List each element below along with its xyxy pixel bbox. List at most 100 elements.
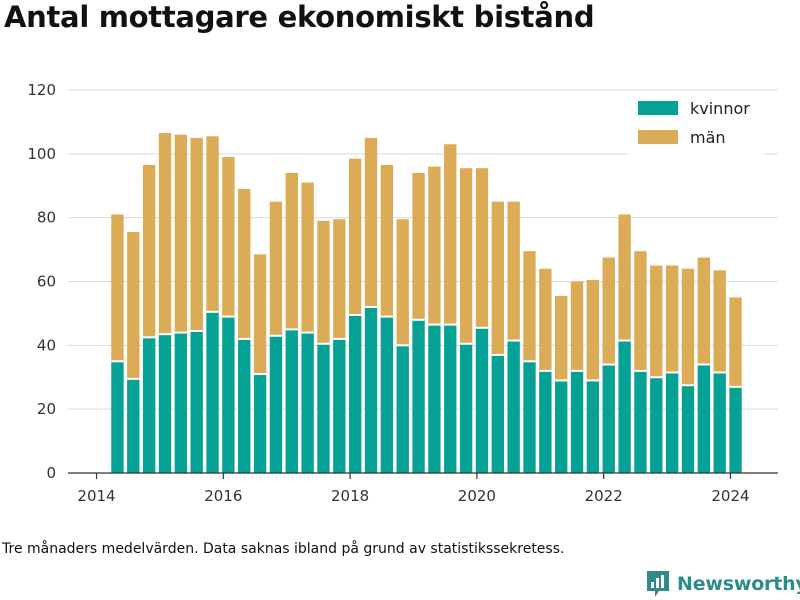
bar-kvinnor: [459, 343, 473, 473]
bar-kvinnor: [586, 380, 600, 473]
bar-kvinnor: [634, 370, 647, 473]
bar-kvinnor: [618, 340, 631, 473]
x-tick-label: 2018: [331, 487, 369, 505]
bar-man: [158, 133, 172, 335]
bar-man: [364, 137, 378, 308]
y-tick-label: 100: [27, 145, 56, 163]
y-tick-label: 40: [37, 336, 56, 354]
x-tick-label: 2024: [711, 487, 749, 505]
bar-man: [444, 144, 457, 325]
bar-man: [713, 270, 726, 373]
bar-kvinnor: [142, 337, 156, 473]
bar-kvinnor: [713, 372, 726, 473]
bar-kvinnor: [555, 380, 568, 473]
bar-man: [665, 265, 679, 373]
bar-kvinnor: [396, 345, 409, 473]
axes: 0 20 40 60 80 100 120 2014 2016 2018 2020 2022 2024: [27, 81, 778, 505]
bar-kvinnor: [158, 334, 172, 473]
brand-logo[interactable]: Newsworthy: [645, 568, 800, 600]
bar-man: [396, 219, 409, 346]
bar-man: [127, 232, 140, 379]
bar-kvinnor: [507, 340, 520, 473]
bar-man: [380, 165, 394, 317]
bars: [111, 133, 742, 473]
bar-man: [333, 219, 346, 339]
bar-kvinnor: [428, 324, 441, 473]
bar-man: [570, 281, 584, 371]
bar-kvinnor: [206, 311, 219, 473]
bar-kvinnor: [475, 327, 489, 473]
bar-man: [238, 188, 251, 339]
bar-kvinnor: [539, 370, 552, 473]
bar-man: [634, 251, 647, 371]
bar-kvinnor: [380, 316, 394, 473]
bar-kvinnor: [697, 364, 711, 473]
bar-kvinnor: [523, 361, 536, 473]
bar-kvinnor: [348, 315, 362, 473]
bar-man: [618, 214, 631, 341]
bar-kvinnor: [444, 324, 457, 473]
bar-man: [555, 295, 568, 381]
bar-kvinnor: [269, 335, 283, 473]
bar-man: [697, 257, 711, 365]
bar-kvinnor: [665, 372, 679, 473]
legend-label-man: män: [690, 128, 726, 147]
bar-man: [586, 279, 600, 381]
bar-man: [650, 265, 663, 378]
bar-kvinnor: [729, 386, 742, 473]
bar-kvinnor: [570, 370, 584, 473]
bar-kvinnor: [412, 319, 425, 473]
x-tick-label: 2022: [585, 487, 623, 505]
bar-man: [475, 168, 489, 328]
bar-kvinnor: [127, 378, 140, 473]
y-tick-label: 80: [37, 209, 56, 227]
bar-kvinnor: [111, 361, 124, 473]
legend-label-kvinnor: kvinnor: [690, 99, 750, 118]
bar-man: [729, 297, 742, 387]
bar-man: [428, 166, 441, 325]
bar-kvinnor: [285, 329, 298, 473]
y-tick-label: 20: [37, 400, 56, 418]
bar-man: [459, 168, 473, 344]
bar-kvinnor: [364, 307, 378, 473]
x-tick-label: 2014: [77, 487, 115, 505]
legend-swatch-man: [638, 130, 678, 144]
x-tick-label: 2016: [204, 487, 242, 505]
legend: kvinnor män: [628, 93, 764, 155]
bar-man: [301, 182, 314, 333]
bar-man: [317, 220, 330, 344]
y-tick-label: 120: [27, 81, 56, 99]
bar-man: [507, 201, 520, 341]
bar-kvinnor: [253, 374, 267, 473]
bar-man: [412, 172, 425, 320]
bar-man: [269, 201, 283, 336]
bar-man: [190, 137, 203, 331]
bar-man: [142, 165, 156, 338]
bar-man: [111, 214, 124, 362]
bar-man: [285, 172, 298, 330]
bar-kvinnor: [650, 377, 663, 473]
bar-man: [681, 268, 695, 386]
bar-kvinnor: [681, 385, 695, 473]
legend-swatch-kvinnor: [638, 101, 678, 115]
bar-man: [491, 201, 504, 355]
bar-kvinnor: [602, 364, 615, 473]
bar-kvinnor: [222, 316, 235, 473]
y-tick-label: 60: [37, 273, 56, 291]
bar-kvinnor: [333, 338, 346, 473]
bar-man: [523, 251, 536, 362]
bar-man: [174, 134, 188, 333]
bar-man: [348, 158, 362, 316]
bar-man: [539, 268, 552, 371]
bar-man: [602, 257, 615, 365]
bar-kvinnor: [174, 332, 188, 473]
y-tick-label: 0: [46, 464, 56, 482]
bar-man: [206, 136, 219, 312]
bar-kvinnor: [238, 338, 251, 473]
bar-kvinnor: [491, 354, 504, 473]
x-tick-label: 2020: [458, 487, 496, 505]
bar-kvinnor: [190, 330, 203, 473]
brand-name: Newsworthy: [677, 573, 800, 595]
bar-man: [222, 157, 235, 317]
